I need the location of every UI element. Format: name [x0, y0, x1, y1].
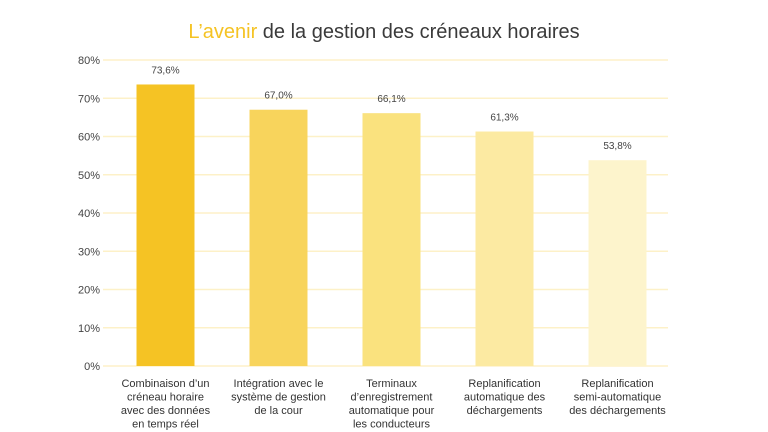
x-tick-label-line: automatique pour — [349, 405, 435, 417]
x-tick-label: Intégration avec le système de gestion de … — [231, 378, 326, 417]
data-label: 73,6% — [151, 65, 179, 76]
y-tick-label: 20% — [78, 285, 100, 297]
bar — [136, 84, 195, 366]
x-tick-label: Replanification automatique des déchargeme… — [464, 378, 546, 417]
y-tick-label: 80% — [78, 55, 100, 67]
x-tick-label: Replanification semi-automatique des décha… — [569, 378, 666, 417]
x-axis: Combinaison d’un créneau horaire avec des … — [121, 378, 666, 431]
bar — [475, 131, 534, 366]
y-tick-label: 60% — [78, 132, 100, 144]
y-tick-label: 40% — [78, 208, 100, 220]
chart-title: L’avenir de la gestion des créneaux hora… — [188, 21, 579, 43]
x-tick-label-line: Combinaison d’un — [121, 378, 209, 390]
x-tick-label-line: les conducteurs — [353, 419, 431, 431]
x-tick-label: Terminaux d’enregistrement automatique pou… — [349, 378, 435, 431]
chart-title-highlight: L’avenir — [188, 21, 257, 43]
x-tick-label-line: Replanification — [581, 378, 653, 390]
chart-title-rest: de la gestion des créneaux horaires — [257, 21, 579, 43]
bars — [136, 84, 647, 366]
x-tick-label-line: de la cour — [254, 405, 303, 417]
data-label: 61,3% — [490, 113, 518, 124]
x-tick-label-line: semi-automatique — [574, 392, 661, 404]
data-label: 66,1% — [377, 94, 405, 105]
y-tick-label: 70% — [78, 93, 100, 105]
y-axis: 0% 10% 20% 30% 40% 50% 60% 70% 80% — [78, 55, 100, 373]
bar — [588, 160, 647, 366]
data-label: 67,0% — [264, 91, 292, 102]
x-tick-label-line: déchargements — [467, 405, 543, 417]
data-labels: 73,6% 67,0% 66,1% 61,3% 53,8% — [151, 65, 631, 152]
bar — [362, 113, 421, 366]
x-tick-label-line: système de gestion — [231, 392, 326, 404]
x-tick-label-line: automatique des — [464, 392, 546, 404]
bar — [249, 109, 308, 366]
x-tick-label-line: en temps réel — [132, 419, 199, 431]
x-tick-label: Combinaison d’un créneau horaire avec des … — [121, 378, 211, 431]
x-tick-label-line: Replanification — [468, 378, 540, 390]
x-tick-label-line: créneau horaire — [127, 392, 204, 404]
y-tick-label: 50% — [78, 170, 100, 182]
y-tick-label: 0% — [84, 361, 100, 373]
data-label: 53,8% — [603, 141, 631, 152]
y-tick-label: 30% — [78, 246, 100, 258]
x-tick-label-line: Intégration avec le — [234, 378, 324, 390]
x-tick-label-line: d’enregistrement — [351, 392, 433, 404]
x-tick-label-line: avec des données — [121, 405, 211, 417]
x-tick-label-line: des déchargements — [569, 405, 666, 417]
x-tick-label-line: Terminaux — [366, 378, 417, 390]
y-tick-label: 10% — [78, 323, 100, 335]
